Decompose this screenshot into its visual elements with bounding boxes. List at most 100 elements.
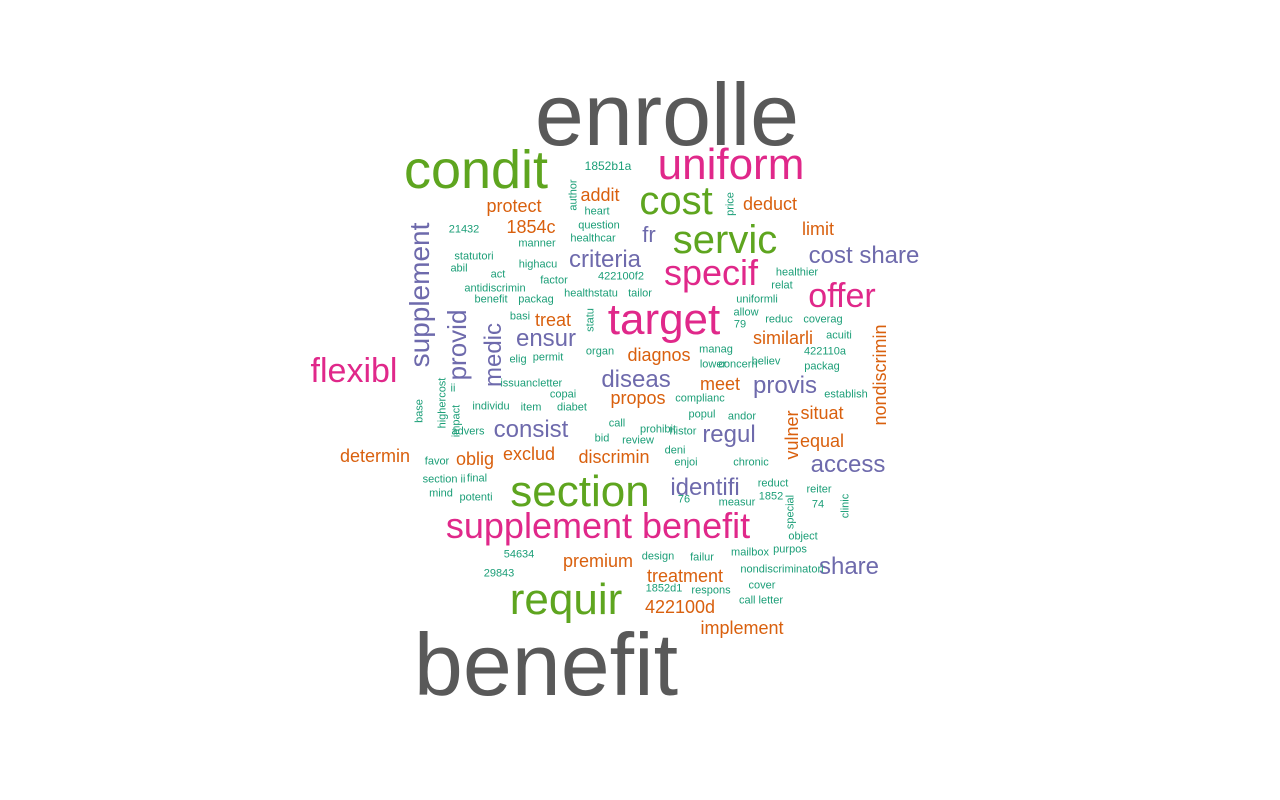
cloud-word: 76 xyxy=(677,493,691,506)
cloud-word: supplement xyxy=(404,222,435,368)
cloud-word: chronic xyxy=(733,456,769,469)
cloud-word: 422110a xyxy=(803,345,847,358)
cloud-word: allow xyxy=(733,306,759,319)
cloud-word: act xyxy=(490,268,506,281)
cloud-word: complianc xyxy=(675,392,725,405)
cloud-word: healthcar xyxy=(570,232,616,245)
cloud-word: specif xyxy=(663,252,759,293)
cloud-word: highacu xyxy=(518,258,558,271)
cloud-word: 422100f2 xyxy=(598,270,644,283)
cloud-word: diagnos xyxy=(627,345,691,365)
cloud-word: measur xyxy=(718,496,756,509)
cloud-word: 79 xyxy=(733,318,747,331)
cloud-word: fr xyxy=(642,222,656,247)
cloud-word: respons xyxy=(691,584,731,597)
cloud-word: statu xyxy=(584,308,597,332)
cloud-word: antidiscrimin xyxy=(464,282,526,295)
cloud-word: clinic xyxy=(839,493,852,519)
cloud-word: advers xyxy=(451,425,485,438)
cloud-word: mailbox xyxy=(731,546,769,559)
cloud-word: issuanc xyxy=(500,377,538,390)
cloud-word: section ii xyxy=(422,473,466,486)
cloud-word: price xyxy=(724,192,737,216)
cloud-word: share xyxy=(818,553,880,580)
cloud-word: cover xyxy=(748,579,776,592)
cloud-word: access xyxy=(810,451,886,478)
cloud-word: treatment xyxy=(646,566,724,586)
cloud-word: premium xyxy=(562,551,634,571)
cloud-word: 21432 xyxy=(448,223,480,236)
cloud-word: treat xyxy=(534,310,572,330)
cloud-word: vulner xyxy=(782,410,802,460)
cloud-word: protect xyxy=(486,196,542,216)
cloud-word: exclud xyxy=(502,444,556,464)
cloud-word: final xyxy=(466,472,488,485)
cloud-word: review xyxy=(622,434,654,447)
cloud-word: deni xyxy=(664,444,686,457)
cloud-word: deduct xyxy=(742,194,798,214)
cloud-word: condit xyxy=(403,140,549,200)
cloud-word: 1852d1 xyxy=(645,582,683,595)
cloud-word: prohibit xyxy=(639,423,677,436)
cloud-word: healthstatu xyxy=(564,287,618,300)
cloud-word: ensur xyxy=(515,325,577,352)
cloud-word: potenti xyxy=(459,491,493,504)
cloud-word: abil xyxy=(450,262,468,275)
cloud-word: requir xyxy=(509,575,623,624)
cloud-word: copai xyxy=(549,388,577,401)
cloud-word: concern xyxy=(718,358,758,371)
cloud-word: provid xyxy=(442,309,472,381)
cloud-word: criteria xyxy=(568,246,642,273)
cloud-word: 1854c xyxy=(506,217,556,237)
cloud-word: discrimin xyxy=(578,447,650,467)
cloud-word: call xyxy=(608,417,626,430)
cloud-word: packag xyxy=(804,360,840,373)
cloud-word: factor xyxy=(540,274,568,287)
cloud-word: oblig xyxy=(455,449,495,469)
cloud-word: permit xyxy=(532,351,564,364)
cloud-word: uniformli xyxy=(736,293,778,306)
cloud-word: popul xyxy=(688,408,716,421)
cloud-word: provis xyxy=(752,372,818,399)
cloud-word: purpos xyxy=(773,543,807,556)
cloud-word: nondiscrimin xyxy=(870,324,890,426)
cloud-word: packag xyxy=(518,293,554,306)
cloud-word: acuiti xyxy=(826,329,852,342)
cloud-word: implement xyxy=(700,618,784,638)
cloud-word: 29843 xyxy=(483,567,515,580)
cloud-word: 74 xyxy=(811,498,825,511)
cloud-word: andor xyxy=(727,410,757,423)
cloud-word: failur xyxy=(690,551,714,564)
cloud-word: ii xyxy=(450,382,456,395)
cloud-word: 1852 xyxy=(758,490,784,503)
cloud-word: similarli xyxy=(753,328,813,348)
cloud-word: reduct xyxy=(757,477,789,490)
cloud-word: special xyxy=(784,494,797,530)
cloud-word: situat xyxy=(800,403,844,423)
cloud-word: flexibl xyxy=(310,352,398,390)
cloud-word: call letter xyxy=(738,594,784,607)
cloud-word: target xyxy=(607,295,721,344)
cloud-word: elig xyxy=(509,353,527,366)
cloud-word: offer xyxy=(808,277,876,315)
cloud-word: coverag xyxy=(803,313,843,326)
cloud-word: section xyxy=(510,467,650,516)
cloud-word: determin xyxy=(339,446,411,466)
cloud-word: enrolle xyxy=(534,65,800,164)
cloud-word: reiter xyxy=(806,483,832,496)
cloud-word: basi xyxy=(509,310,531,323)
cloud-word: histor xyxy=(669,425,697,438)
cloud-word: author xyxy=(567,179,580,211)
cloud-word: identifi xyxy=(670,474,740,501)
cloud-word: heart xyxy=(584,205,610,218)
cloud-word: diseas xyxy=(601,366,671,393)
cloud-word: establish xyxy=(824,388,868,401)
cloud-word: 54634 xyxy=(503,548,535,561)
cloud-word: manner xyxy=(518,237,556,250)
cloud-word: bid xyxy=(594,432,610,445)
cloud-word: believ xyxy=(751,355,781,368)
cloud-word: enjoi xyxy=(674,456,698,469)
cloud-word: lower xyxy=(699,358,727,371)
cloud-word: tailor xyxy=(628,287,652,300)
cloud-word: meet xyxy=(699,374,741,394)
